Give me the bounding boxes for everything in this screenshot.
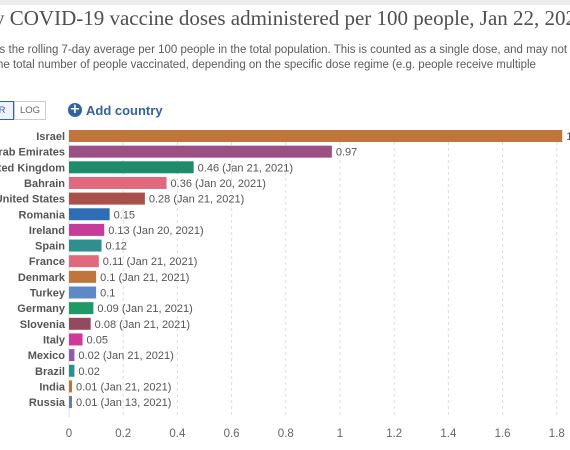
category-label: Denmark bbox=[18, 272, 66, 284]
x-tick-label: 0 bbox=[66, 428, 72, 440]
x-tick-label: 1.8 bbox=[549, 428, 565, 440]
value-label: 0.08 (Jan 21, 2021) bbox=[95, 319, 190, 331]
x-tick-label: 1 bbox=[337, 428, 343, 440]
bar bbox=[69, 255, 99, 268]
bar bbox=[69, 208, 110, 221]
x-tick-label: 0.2 bbox=[115, 428, 131, 440]
x-tick-label: 1.6 bbox=[495, 428, 511, 440]
bar bbox=[69, 380, 72, 393]
bar bbox=[69, 176, 167, 189]
value-label: 0.11 (Jan 21, 2021) bbox=[103, 256, 198, 268]
category-label: Italy bbox=[43, 334, 66, 346]
x-tick-label: 1.2 bbox=[386, 428, 402, 440]
category-label: Romania bbox=[19, 209, 66, 221]
category-label: Israel bbox=[36, 131, 65, 143]
value-label: 0.36 (Jan 20, 2021) bbox=[171, 178, 266, 190]
category-label: Brazil bbox=[35, 366, 65, 378]
category-label: Mexico bbox=[28, 350, 66, 362]
category-label: Germany bbox=[17, 303, 66, 315]
value-label: 0.05 bbox=[87, 334, 108, 346]
value-label: 0.02 bbox=[78, 366, 99, 378]
top-bar bbox=[0, 0, 570, 5]
value-label: 1 bbox=[566, 131, 570, 143]
bar bbox=[69, 145, 332, 158]
category-label: Bahrain bbox=[24, 178, 65, 190]
value-label: 0.97 bbox=[336, 147, 357, 159]
value-label: 0.15 bbox=[114, 209, 135, 221]
value-label: 0.09 (Jan 21, 2021) bbox=[97, 303, 192, 315]
bar bbox=[69, 239, 102, 252]
category-label: Spain bbox=[35, 241, 65, 253]
value-label: 0.28 (Jan 21, 2021) bbox=[149, 194, 244, 206]
subtitle-line: he total number of people vaccinated, de… bbox=[0, 59, 536, 71]
add-country-label: Add country bbox=[86, 102, 163, 118]
bar bbox=[69, 364, 75, 377]
value-label: 0.1 bbox=[100, 288, 115, 300]
linear-scale-button[interactable]: R bbox=[0, 101, 14, 120]
value-label: 0.46 (Jan 21, 2021) bbox=[198, 162, 293, 174]
bar bbox=[69, 286, 97, 299]
category-label: Ireland bbox=[29, 225, 65, 237]
category-label: India bbox=[39, 381, 66, 393]
bar bbox=[69, 317, 91, 330]
value-label: 0.02 (Jan 21, 2021) bbox=[78, 350, 173, 362]
bar bbox=[69, 396, 72, 409]
bar bbox=[69, 349, 75, 362]
category-label: United States bbox=[0, 194, 65, 206]
category-label: ited Kingdom bbox=[0, 162, 65, 174]
category-label: France bbox=[29, 256, 65, 268]
chart-title: y COVID-19 vaccine doses administered pe… bbox=[0, 6, 570, 30]
x-tick-label: 1.4 bbox=[440, 428, 457, 440]
subtitle-line: is the rolling 7-day average per 100 peo… bbox=[0, 44, 568, 56]
plus-circle-icon: + bbox=[68, 102, 82, 117]
bar bbox=[69, 192, 145, 205]
bar bbox=[69, 333, 83, 346]
bar bbox=[69, 270, 97, 283]
bar bbox=[69, 302, 94, 315]
category-label: Slovenia bbox=[20, 319, 66, 331]
category-label: Russia bbox=[29, 397, 66, 409]
add-country-button[interactable]: + Add country bbox=[68, 100, 163, 120]
bar-chart: 0 0.2 0.4 0.6 0.8 1 1.2 1.4 1.6 1.8 Israel 1 Arab Em… bbox=[0, 130, 570, 440]
category-label: Turkey bbox=[30, 288, 66, 300]
bar bbox=[69, 223, 105, 236]
bar bbox=[69, 161, 194, 174]
value-label: 0.01 (Jan 13, 2021) bbox=[76, 397, 171, 409]
value-label: 0.13 (Jan 20, 2021) bbox=[108, 225, 203, 237]
chart-subtitle: is the rolling 7-day average per 100 peo… bbox=[0, 43, 570, 73]
value-label: 0.1 (Jan 21, 2021) bbox=[100, 272, 189, 284]
x-tick-label: 0.6 bbox=[224, 428, 240, 440]
x-tick-label: 0.8 bbox=[278, 428, 294, 440]
value-label: 0.12 bbox=[106, 241, 127, 253]
x-tick-label: 0.4 bbox=[169, 428, 186, 440]
bar bbox=[69, 130, 563, 142]
log-scale-button[interactable]: LOG bbox=[14, 101, 46, 120]
value-label: 0.01 (Jan 21, 2021) bbox=[76, 381, 171, 393]
category-label: Arab Emirates bbox=[0, 147, 65, 159]
